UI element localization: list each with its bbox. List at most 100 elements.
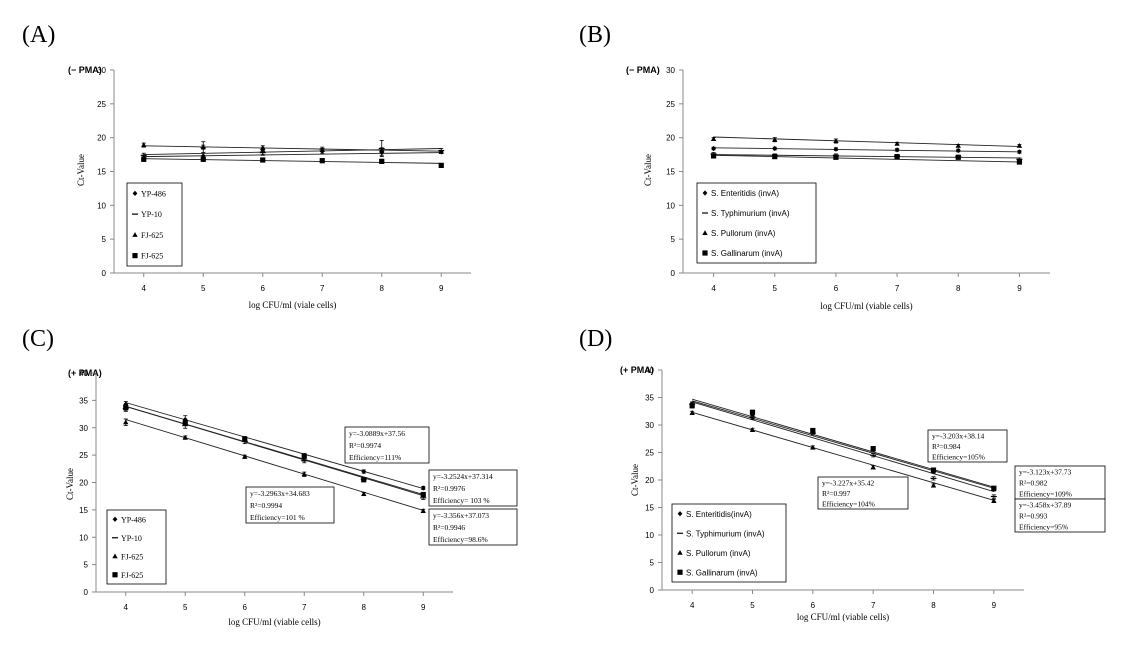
legend-entry: S. Pullorum (invA) bbox=[711, 229, 776, 238]
series-3 bbox=[123, 404, 426, 498]
y-tick-label: 30 bbox=[79, 424, 88, 433]
data-point bbox=[379, 158, 385, 164]
series-0 bbox=[711, 145, 1022, 155]
data-point bbox=[1016, 142, 1023, 148]
series-2 bbox=[710, 136, 1023, 148]
legend-entry: YP-10 bbox=[141, 210, 162, 219]
data-point bbox=[319, 158, 325, 164]
data-point bbox=[361, 477, 367, 483]
data-point bbox=[955, 154, 961, 160]
y-tick-label: 5 bbox=[671, 235, 676, 244]
data-point bbox=[772, 145, 778, 152]
annotation-line: R²=0.9974 bbox=[349, 441, 381, 450]
data-point bbox=[810, 444, 816, 450]
pma-condition-label: (+ PMA) bbox=[68, 368, 102, 378]
trend-line bbox=[143, 148, 442, 156]
data-point bbox=[301, 453, 307, 459]
legend-marker bbox=[677, 569, 683, 575]
series-3 bbox=[141, 156, 444, 169]
legend-entry: S. Enteritidis (invA) bbox=[711, 189, 779, 198]
data-point bbox=[710, 153, 717, 159]
annotation-line: R²=0.984 bbox=[932, 442, 961, 451]
legend-marker bbox=[702, 190, 708, 196]
data-point bbox=[833, 154, 839, 160]
annotation-line: y=-3.123x+37.73 bbox=[1019, 468, 1071, 477]
panel-letter: (D) bbox=[579, 326, 612, 352]
x-tick-label: 4 bbox=[142, 284, 147, 293]
regression-annotation: y=-3.227x+35.42 R²=0.997 Efficiency=104% bbox=[817, 476, 909, 510]
series-3 bbox=[710, 153, 1023, 165]
regression-annotation: y=-3.356x+37.073 R²=0.9946 Efficiency=98.6… bbox=[428, 508, 518, 546]
trend-line bbox=[713, 154, 1020, 159]
pma-condition-label: (− PMA) bbox=[68, 65, 102, 75]
trend-line bbox=[713, 136, 1020, 147]
legend: YP-486 YP-10 FJ-625 FJ-625 bbox=[126, 182, 183, 267]
data-point bbox=[955, 142, 961, 148]
data-point bbox=[772, 136, 778, 142]
y-axis-title: Ct-Value bbox=[76, 154, 86, 186]
legend: S. Enteritidis (invA) S. Typhimurium (inv… bbox=[696, 182, 817, 264]
annotation-line: Efficiency=95% bbox=[1019, 523, 1068, 532]
y-tick-label: 25 bbox=[79, 451, 88, 460]
trend-line bbox=[692, 398, 994, 488]
legend-marker bbox=[132, 232, 138, 237]
y-tick-label: 0 bbox=[102, 269, 107, 278]
series-2 bbox=[689, 410, 997, 503]
x-tick-label: 5 bbox=[750, 601, 755, 610]
series-2 bbox=[141, 142, 444, 154]
y-tick-label: 10 bbox=[79, 533, 88, 542]
legend-marker bbox=[677, 511, 683, 517]
regression-annotation: y=-3.458x+37.89 R²=0.993 Efficiency=95% bbox=[1014, 498, 1106, 533]
x-tick-label: 9 bbox=[992, 601, 997, 610]
data-point bbox=[420, 491, 426, 498]
data-point bbox=[438, 162, 444, 169]
y-axis-title: Ct-Value bbox=[643, 154, 653, 186]
annotation-line: R²=0.9946 bbox=[433, 523, 465, 532]
data-point bbox=[242, 453, 248, 459]
data-point bbox=[182, 420, 188, 426]
annotation-box bbox=[428, 469, 518, 507]
legend-entry: S. Pullorum (invA) bbox=[686, 549, 751, 558]
legend-marker bbox=[112, 572, 118, 578]
data-point bbox=[870, 446, 876, 452]
y-tick-label: 20 bbox=[666, 134, 675, 143]
annotation-line: Efficiency=98.6% bbox=[433, 535, 488, 544]
annotation-line: y=-3.203x+38.14 bbox=[932, 431, 984, 440]
x-tick-label: 9 bbox=[1017, 284, 1022, 293]
trend-line bbox=[143, 152, 442, 158]
legend-marker bbox=[702, 230, 708, 235]
y-tick-label: 30 bbox=[97, 66, 106, 75]
data-point bbox=[420, 508, 426, 513]
annotation-line: Efficiency=104% bbox=[822, 500, 875, 509]
annotation-line: R²=0.982 bbox=[1019, 479, 1048, 488]
legend-box bbox=[106, 509, 167, 585]
legend: S. Enteritidis(invA) S. Typhimurium (invA… bbox=[671, 503, 787, 583]
y-tick-label: 10 bbox=[645, 531, 654, 540]
regression-annotation: y=-3.203x+38.14 R²=0.984 Efficiency=105% bbox=[927, 429, 1008, 463]
x-axis-title: log CFU/ml (viable cells) bbox=[228, 617, 320, 627]
pma-condition-label: (− PMA) bbox=[626, 65, 660, 75]
data-point bbox=[379, 147, 385, 152]
regression-annotation: y=-3.2963x+34.683 R²=0.9994 Efficiency=101… bbox=[245, 486, 335, 524]
data-point bbox=[319, 147, 325, 152]
x-tick-label: 7 bbox=[320, 284, 325, 293]
data-point bbox=[870, 464, 876, 470]
legend-entry: S. Gallinarum (invA) bbox=[711, 249, 783, 258]
x-tick-label: 4 bbox=[690, 601, 695, 610]
y-tick-label: 25 bbox=[645, 449, 654, 458]
legend-box bbox=[126, 182, 183, 267]
legend-marker bbox=[677, 549, 683, 555]
data-point bbox=[1016, 159, 1023, 165]
x-tick-label: 7 bbox=[302, 603, 307, 612]
data-point bbox=[123, 401, 129, 407]
regression-annotation: y=-3.2524x+37.314 R²=0.9976 Efficiency= 10… bbox=[428, 469, 518, 507]
annotation-line: R²=0.9976 bbox=[433, 484, 465, 493]
legend-entry: S. Typhimurium (invA) bbox=[711, 209, 790, 218]
y-tick-label: 15 bbox=[97, 168, 106, 177]
panel-letter: (C) bbox=[22, 326, 54, 352]
trend-line bbox=[713, 147, 1020, 153]
panel-letter: (B) bbox=[579, 22, 611, 48]
data-point bbox=[930, 467, 937, 473]
